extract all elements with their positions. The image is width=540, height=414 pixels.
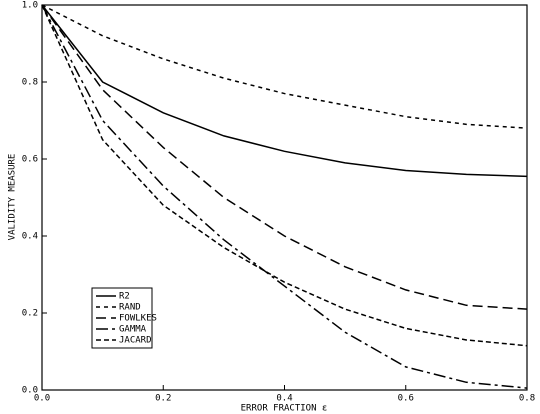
legend-label: FOWLKES [119, 314, 157, 324]
legend-box [91, 287, 153, 349]
y-tick-label: 0.0 [22, 386, 38, 396]
y-tick-label: 0.4 [22, 232, 38, 242]
x-tick-label: 0.6 [398, 394, 414, 404]
x-tick-label: 0.2 [155, 394, 171, 404]
x-axis-label: ERROR FRACTION ε [241, 404, 328, 414]
series-line [41, 4, 528, 178]
y-tick-label: 0.2 [22, 309, 38, 319]
y-axis-label: VALIDITY MEASURE [8, 154, 18, 241]
legend-label: JACARD [119, 336, 152, 346]
series-line [41, 4, 528, 129]
y-tick-label: 1.0 [22, 1, 38, 11]
series-line [41, 4, 528, 347]
x-tick-label: 0.4 [276, 394, 292, 404]
series-line [41, 4, 528, 389]
x-tick-label: 0.0 [34, 394, 50, 404]
legend-label: GAMMA [119, 325, 147, 335]
x-tick-label: 0.8 [519, 394, 535, 404]
legend-label: RAND [119, 303, 141, 313]
y-tick-label: 0.6 [22, 155, 38, 165]
series-line [41, 4, 528, 310]
legend-label: R2 [119, 292, 130, 302]
y-tick-label: 0.8 [22, 78, 38, 88]
